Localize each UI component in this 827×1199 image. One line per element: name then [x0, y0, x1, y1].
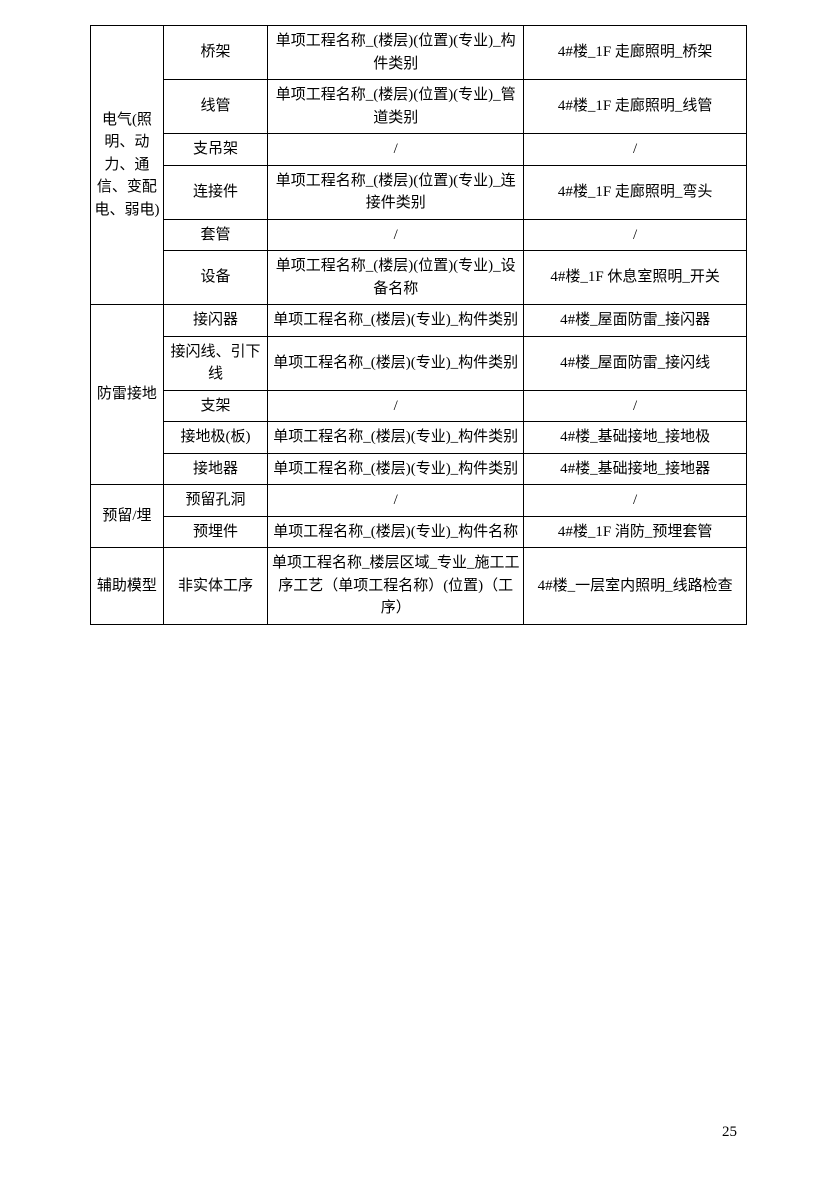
rule-cell: 单项工程名称_(楼层)(专业)_构件名称 [268, 516, 524, 548]
subcategory-cell: 套管 [163, 219, 267, 251]
subcategory-cell: 连接件 [163, 165, 267, 219]
subcategory-cell: 支架 [163, 390, 267, 422]
rule-cell: 单项工程名称_楼层区域_专业_施工工序工艺（单项工程名称）(位置)（工序） [268, 548, 524, 625]
example-cell: 4#楼_1F 消防_预埋套管 [524, 516, 747, 548]
table-row: 线管单项工程名称_(楼层)(位置)(专业)_管道类别4#楼_1F 走廊照明_线管 [91, 80, 747, 134]
rule-cell: 单项工程名称_(楼层)(位置)(专业)_管道类别 [268, 80, 524, 134]
example-cell: 4#楼_1F 走廊照明_弯头 [524, 165, 747, 219]
subcategory-cell: 设备 [163, 251, 267, 305]
category-cell: 电气(照明、动力、通信、变配电、弱电) [91, 26, 164, 305]
rule-cell: 单项工程名称_(楼层)(专业)_构件类别 [268, 453, 524, 485]
subcategory-cell: 预埋件 [163, 516, 267, 548]
category-cell: 辅助模型 [91, 548, 164, 625]
example-cell: 4#楼_1F 休息室照明_开关 [524, 251, 747, 305]
table-row: 预留/埋预留孔洞// [91, 485, 747, 517]
example-cell: / [524, 390, 747, 422]
table-row: 接地器单项工程名称_(楼层)(专业)_构件类别4#楼_基础接地_接地器 [91, 453, 747, 485]
table-row: 接地极(板)单项工程名称_(楼层)(专业)_构件类别4#楼_基础接地_接地极 [91, 422, 747, 454]
category-cell: 预留/埋 [91, 485, 164, 548]
subcategory-cell: 接地极(板) [163, 422, 267, 454]
example-cell: 4#楼_屋面防雷_接闪器 [524, 305, 747, 337]
subcategory-cell: 非实体工序 [163, 548, 267, 625]
rule-cell: 单项工程名称_(楼层)(专业)_构件类别 [268, 336, 524, 390]
page-number: 25 [722, 1124, 737, 1141]
rule-cell: 单项工程名称_(楼层)(位置)(专业)_设备名称 [268, 251, 524, 305]
example-cell: 4#楼_1F 走廊照明_线管 [524, 80, 747, 134]
table-row: 连接件单项工程名称_(楼层)(位置)(专业)_连接件类别4#楼_1F 走廊照明_… [91, 165, 747, 219]
rule-cell: / [268, 390, 524, 422]
example-cell: 4#楼_基础接地_接地器 [524, 453, 747, 485]
rule-cell: 单项工程名称_(楼层)(专业)_构件类别 [268, 305, 524, 337]
subcategory-cell: 接地器 [163, 453, 267, 485]
rule-cell: 单项工程名称_(楼层)(位置)(专业)_连接件类别 [268, 165, 524, 219]
example-cell: 4#楼_一层室内照明_线路检查 [524, 548, 747, 625]
table-row: 套管// [91, 219, 747, 251]
category-cell: 防雷接地 [91, 305, 164, 485]
table-row: 支架// [91, 390, 747, 422]
rule-cell: 单项工程名称_(楼层)(专业)_构件类别 [268, 422, 524, 454]
table-row: 预埋件单项工程名称_(楼层)(专业)_构件名称4#楼_1F 消防_预埋套管 [91, 516, 747, 548]
table-row: 电气(照明、动力、通信、变配电、弱电)桥架单项工程名称_(楼层)(位置)(专业)… [91, 26, 747, 80]
subcategory-cell: 接闪线、引下线 [163, 336, 267, 390]
example-cell: 4#楼_1F 走廊照明_桥架 [524, 26, 747, 80]
table-row: 支吊架// [91, 134, 747, 166]
subcategory-cell: 支吊架 [163, 134, 267, 166]
spec-table: 电气(照明、动力、通信、变配电、弱电)桥架单项工程名称_(楼层)(位置)(专业)… [90, 25, 747, 625]
table-row: 防雷接地接闪器单项工程名称_(楼层)(专业)_构件类别4#楼_屋面防雷_接闪器 [91, 305, 747, 337]
subcategory-cell: 桥架 [163, 26, 267, 80]
subcategory-cell: 线管 [163, 80, 267, 134]
table-row: 接闪线、引下线单项工程名称_(楼层)(专业)_构件类别4#楼_屋面防雷_接闪线 [91, 336, 747, 390]
rule-cell: / [268, 134, 524, 166]
example-cell: 4#楼_基础接地_接地极 [524, 422, 747, 454]
table-row: 设备单项工程名称_(楼层)(位置)(专业)_设备名称4#楼_1F 休息室照明_开… [91, 251, 747, 305]
rule-cell: / [268, 485, 524, 517]
subcategory-cell: 预留孔洞 [163, 485, 267, 517]
example-cell: / [524, 485, 747, 517]
example-cell: / [524, 134, 747, 166]
rule-cell: 单项工程名称_(楼层)(位置)(专业)_构件类别 [268, 26, 524, 80]
example-cell: / [524, 219, 747, 251]
example-cell: 4#楼_屋面防雷_接闪线 [524, 336, 747, 390]
subcategory-cell: 接闪器 [163, 305, 267, 337]
table-row: 辅助模型非实体工序单项工程名称_楼层区域_专业_施工工序工艺（单项工程名称）(位… [91, 548, 747, 625]
rule-cell: / [268, 219, 524, 251]
